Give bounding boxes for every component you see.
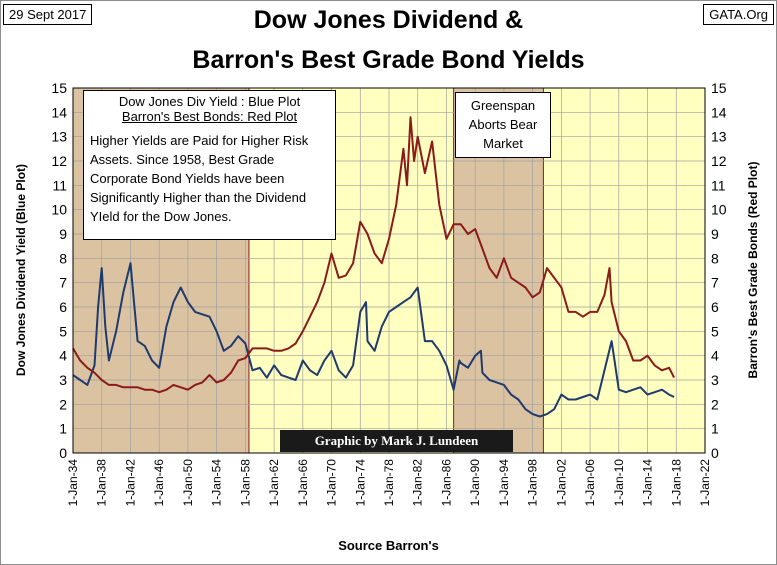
x-tick-label: 1-Jan-78 — [382, 459, 396, 507]
x-tick-label: 1-Jan-22 — [698, 459, 712, 507]
y-tick-label-left: 7 — [59, 275, 67, 291]
x-tick-label: 1-Jan-18 — [669, 459, 683, 507]
y-tick-label-right: 10 — [711, 202, 727, 218]
y-tick-label-right: 7 — [711, 275, 719, 291]
site-label: GATA.Org — [703, 4, 774, 25]
y-tick-label-left: 13 — [51, 129, 67, 145]
x-tick-label: 1-Jan-98 — [526, 459, 540, 507]
y-tick-label-right: 12 — [711, 153, 727, 169]
y-tick-label-left: 8 — [59, 250, 67, 266]
x-tick-label: 1-Jan-70 — [325, 459, 339, 507]
x-tick-label: 1-Jan-74 — [353, 459, 367, 507]
y-tick-label-right: 8 — [711, 250, 719, 266]
y-tick-label-left: 14 — [51, 104, 67, 120]
plot-border — [72, 87, 706, 454]
y-tick-label-right: 1 — [711, 421, 719, 437]
x-tick-label: 1-Jan-38 — [95, 459, 109, 507]
legend-box: Dow Jones Div Yield : Blue Plot Barron's… — [83, 90, 336, 240]
legend-red-entry: Barron's Best Bonds: Red Plot — [121, 109, 298, 124]
date-label: 29 Sept 2017 — [3, 4, 93, 25]
y-tick-label-left: 4 — [59, 348, 67, 364]
legend-note: Higher Yields are Paid for Higher Risk A… — [90, 133, 309, 224]
y-tick-label-left: 12 — [51, 153, 67, 169]
x-tick-label: 1-Jan-14 — [641, 459, 655, 507]
x-tick-label: 1-Jan-50 — [181, 459, 195, 507]
y-tick-label-left: 5 — [59, 323, 67, 339]
y-tick-label-left: 1 — [59, 421, 67, 437]
x-tick-label: 1-Jan-54 — [210, 459, 224, 507]
y-tick-label-right: 6 — [711, 299, 719, 315]
y-tick-label-right: 2 — [711, 396, 719, 412]
x-tick-label: 1-Jan-66 — [296, 459, 310, 507]
x-tick-label: 1-Jan-58 — [238, 459, 252, 507]
x-tick-label: 1-Jan-90 — [468, 459, 482, 507]
credit-label: Graphic by Mark J. Lundeen — [280, 430, 513, 452]
y-tick-label-right: 5 — [711, 323, 719, 339]
x-tick-label: 1-Jan-46 — [152, 459, 166, 507]
legend-blue-entry: Dow Jones Div Yield : Blue Plot — [118, 94, 301, 109]
y-tick-label-right: 3 — [711, 372, 719, 388]
x-tick-label: 1-Jan-02 — [554, 459, 568, 507]
y-tick-label-left: 2 — [59, 396, 67, 412]
y-tick-label-left: 0 — [59, 445, 67, 461]
x-tick-label: 1-Jan-94 — [497, 459, 511, 507]
x-tick-label: 1-Jan-10 — [612, 459, 626, 507]
series-line-barrons-bonds — [72, 116, 675, 394]
y-tick-label-left: 6 — [59, 299, 67, 315]
y-tick-label-right: 14 — [711, 104, 727, 120]
y-tick-label-left: 10 — [51, 202, 67, 218]
y-tick-label-right: 4 — [711, 348, 719, 364]
series-line-dow-dividend — [72, 262, 675, 418]
y-tick-label-left: 3 — [59, 372, 67, 388]
chart-title-line2: Barron's Best Grade Bond Yields — [192, 46, 585, 74]
y-axis-right-label: Barron's Best Grade Bonds (Red Plot) — [746, 162, 760, 379]
y-axis-left-label: Dow Jones Dividend Yield (Blue Plot) — [14, 164, 28, 376]
x-tick-label: 1-Jan-82 — [411, 459, 425, 507]
y-tick-label-left: 15 — [51, 80, 67, 96]
series-lines — [72, 116, 675, 418]
y-tick-label-right: 15 — [711, 80, 727, 96]
y-tick-label-right: 11 — [711, 177, 726, 193]
y-tick-label-right: 9 — [711, 226, 719, 242]
x-tick-label: 1-Jan-42 — [123, 459, 137, 507]
y-tick-label-left: 9 — [59, 226, 67, 242]
y-tick-label-right: 0 — [711, 445, 719, 461]
x-axis-source-label: Source Barron's — [338, 538, 439, 553]
chart-title-line1: Dow Jones Dividend & — [253, 6, 524, 34]
x-tick-label: 1-Jan-34 — [66, 459, 80, 507]
x-tick-label: 1-Jan-06 — [583, 459, 597, 507]
greenspan-annotation: Greenspan Aborts Bear Market — [455, 92, 551, 158]
x-tick-label: 1-Jan-62 — [267, 459, 281, 507]
y-tick-label-left: 11 — [52, 177, 67, 193]
y-tick-label-right: 13 — [711, 129, 727, 145]
x-tick-label: 1-Jan-86 — [439, 459, 453, 507]
